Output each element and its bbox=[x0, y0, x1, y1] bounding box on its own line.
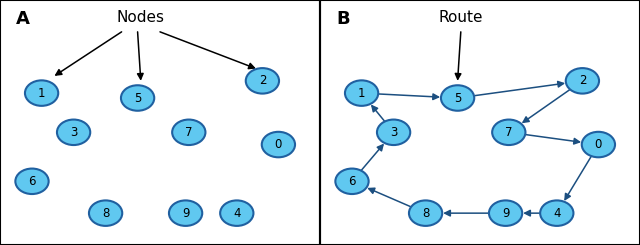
Text: 6: 6 bbox=[28, 175, 36, 188]
Circle shape bbox=[492, 120, 525, 145]
Text: 5: 5 bbox=[454, 91, 461, 105]
Circle shape bbox=[409, 200, 442, 226]
Circle shape bbox=[377, 120, 410, 145]
Text: B: B bbox=[336, 10, 349, 28]
Circle shape bbox=[441, 85, 474, 111]
Text: 9: 9 bbox=[182, 207, 189, 220]
Text: 8: 8 bbox=[422, 207, 429, 220]
Circle shape bbox=[169, 200, 202, 226]
Text: 7: 7 bbox=[185, 126, 193, 139]
Circle shape bbox=[489, 200, 522, 226]
Circle shape bbox=[25, 80, 58, 106]
Text: 0: 0 bbox=[595, 138, 602, 151]
Text: 2: 2 bbox=[259, 74, 266, 87]
Text: 0: 0 bbox=[275, 138, 282, 151]
Circle shape bbox=[57, 120, 90, 145]
Text: 7: 7 bbox=[505, 126, 513, 139]
Text: 1: 1 bbox=[358, 86, 365, 100]
Circle shape bbox=[121, 85, 154, 111]
Circle shape bbox=[335, 169, 369, 194]
Text: 4: 4 bbox=[553, 207, 561, 220]
Circle shape bbox=[566, 68, 599, 94]
Circle shape bbox=[172, 120, 205, 145]
Text: 9: 9 bbox=[502, 207, 509, 220]
Text: Route: Route bbox=[438, 10, 483, 24]
Circle shape bbox=[220, 200, 253, 226]
Text: A: A bbox=[16, 10, 30, 28]
Text: 6: 6 bbox=[348, 175, 356, 188]
Text: 1: 1 bbox=[38, 86, 45, 100]
Text: 3: 3 bbox=[70, 126, 77, 139]
Circle shape bbox=[582, 132, 615, 157]
Text: Nodes: Nodes bbox=[117, 10, 165, 24]
Circle shape bbox=[246, 68, 279, 94]
Text: 5: 5 bbox=[134, 91, 141, 105]
Circle shape bbox=[89, 200, 122, 226]
Circle shape bbox=[345, 80, 378, 106]
Circle shape bbox=[540, 200, 573, 226]
Text: 3: 3 bbox=[390, 126, 397, 139]
Circle shape bbox=[262, 132, 295, 157]
Circle shape bbox=[15, 169, 49, 194]
Text: 8: 8 bbox=[102, 207, 109, 220]
Text: 2: 2 bbox=[579, 74, 586, 87]
Text: 4: 4 bbox=[233, 207, 241, 220]
